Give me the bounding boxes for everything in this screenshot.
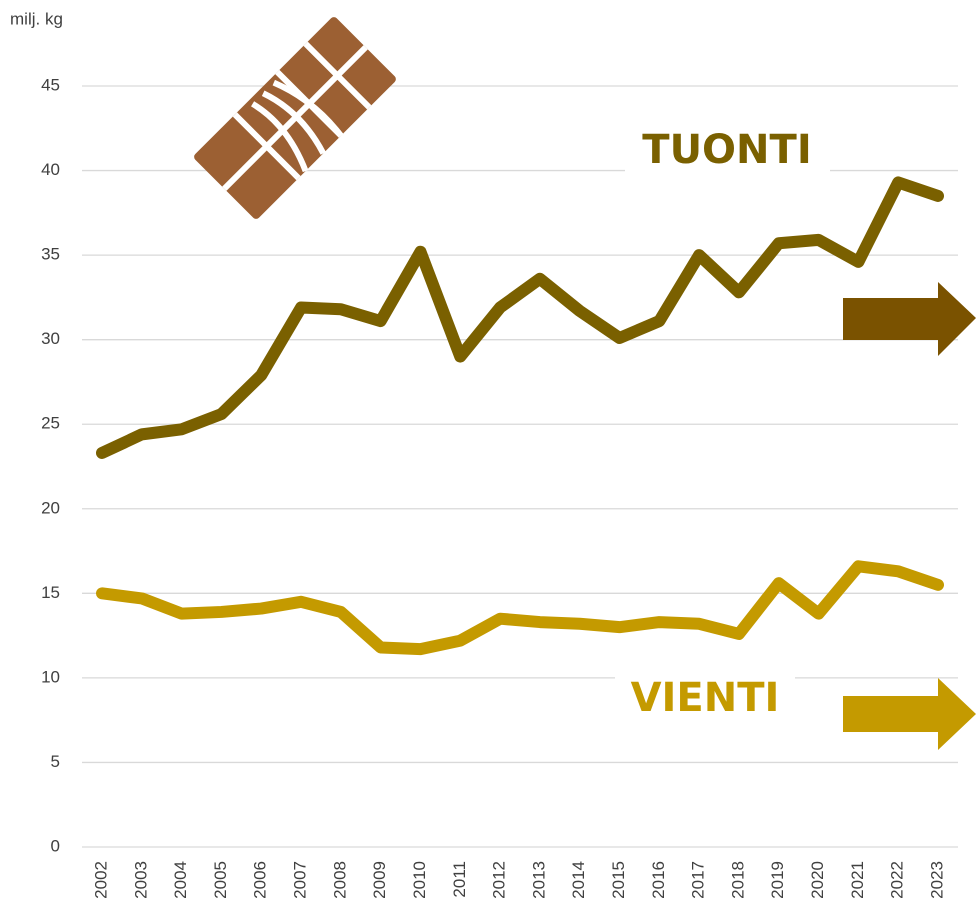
x-tick-label: 2015 [609, 861, 628, 899]
x-tick-label: 2006 [251, 861, 270, 899]
label-bg [625, 118, 830, 182]
x-tick-label: 2019 [768, 861, 787, 899]
x-tick-label: 2020 [808, 861, 827, 899]
x-tick-label: 2004 [171, 861, 190, 899]
series-label: VIENTI [631, 675, 780, 721]
x-tick-label: 2016 [649, 861, 668, 899]
y-tick-label: 15 [41, 583, 60, 602]
y-tick-label: 20 [41, 498, 60, 517]
line [96, 176, 944, 459]
x-tick-label: 2022 [888, 861, 907, 899]
y-tick-label: 45 [41, 75, 60, 94]
chocolate-icon [194, 17, 396, 219]
x-tick-label: 2008 [330, 861, 349, 899]
x-tick-label: 2011 [450, 861, 469, 898]
y-tick-label: 40 [41, 160, 60, 179]
y-tick-label: 5 [51, 752, 60, 771]
x-tick-label: 2009 [370, 861, 389, 899]
x-tick-label: 2021 [848, 861, 867, 899]
label-bg [615, 668, 795, 732]
x-tick-label: 2010 [410, 861, 429, 899]
y-tick-label: 10 [41, 667, 60, 686]
arrow [843, 282, 976, 356]
line [96, 560, 944, 656]
x-tick-label: 2012 [490, 861, 509, 899]
y-tick-label: 30 [41, 329, 60, 348]
y-tick-label: 25 [41, 414, 60, 433]
x-tick-label: 2023 [927, 861, 946, 899]
y-tick-label: 0 [51, 836, 60, 855]
y-axis-label: milj. kg [10, 9, 63, 28]
series-label: TUONTI [642, 127, 811, 173]
x-tick-label: 2007 [291, 861, 310, 899]
x-tick-label: 2017 [689, 861, 708, 899]
x-tick-label: 2005 [211, 861, 230, 899]
x-tick-label: 2014 [569, 861, 588, 899]
y-tick-label: 35 [41, 245, 60, 264]
arrow [843, 678, 976, 750]
x-tick-label: 2003 [131, 861, 150, 899]
x-tick-label: 2002 [91, 861, 110, 899]
x-tick-label: 2018 [728, 861, 747, 899]
x-tick-label: 2013 [529, 861, 548, 899]
